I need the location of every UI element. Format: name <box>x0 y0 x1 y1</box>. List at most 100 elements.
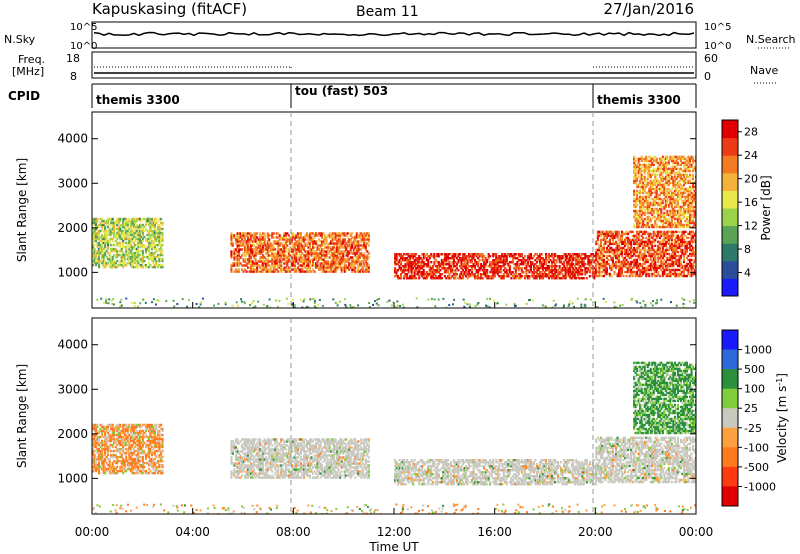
echo-cell <box>280 256 283 259</box>
echo-cell <box>336 234 339 237</box>
echo-cell <box>93 219 96 223</box>
echo-cell <box>684 219 687 223</box>
echo-cell <box>682 179 685 183</box>
echo-cell <box>483 265 486 268</box>
echo-cell <box>678 264 681 268</box>
echo-cell <box>327 244 330 247</box>
echo-cell <box>296 242 299 245</box>
echo-cell <box>406 259 409 262</box>
echo-cell <box>116 233 119 237</box>
echo-cell <box>146 233 149 237</box>
echo-cell <box>596 232 599 236</box>
echo-cell <box>657 264 660 268</box>
echo-cell <box>401 271 404 274</box>
echo-cell <box>132 251 135 255</box>
echo-cell <box>409 261 412 264</box>
echo-cell <box>685 175 688 179</box>
echo-cell <box>676 189 679 193</box>
echo-cell <box>646 175 649 179</box>
echo-cell <box>504 263 507 266</box>
echo-cell <box>578 267 581 270</box>
echo-cell <box>660 252 663 256</box>
echo-cell <box>543 259 546 262</box>
echo-cell <box>315 242 318 245</box>
echo-cell <box>599 266 602 270</box>
echo-cell <box>277 256 280 259</box>
echo-cell <box>421 271 424 274</box>
echo-cell <box>319 256 322 259</box>
echo-cell <box>608 230 611 234</box>
echo-cell <box>458 253 461 256</box>
echo-cell <box>92 247 95 251</box>
echo-cell <box>448 277 451 280</box>
echo-cell <box>287 266 290 269</box>
echo-cell <box>245 240 248 243</box>
echo-cell <box>101 239 104 243</box>
echo-cell <box>463 273 466 276</box>
echo-cell <box>663 191 666 195</box>
echo-cell <box>404 269 407 272</box>
echo-cell <box>661 219 664 223</box>
echo-cell <box>481 273 484 276</box>
echo-cell <box>128 231 131 235</box>
echo-cell <box>337 256 340 259</box>
echo-cell <box>403 267 406 270</box>
echo-cell <box>498 275 501 278</box>
echo-cell <box>132 243 135 247</box>
echo-cell <box>514 263 517 266</box>
echo-cell <box>132 253 135 257</box>
echo-cell <box>689 264 692 268</box>
echo-cell <box>649 217 652 221</box>
echo-cell <box>652 209 655 213</box>
echo-cell <box>419 263 422 266</box>
echo-cell <box>358 254 361 257</box>
echo-cell <box>271 262 274 265</box>
echo-cell <box>155 237 158 241</box>
echo-cell <box>661 246 664 250</box>
echo-cell <box>581 269 584 272</box>
echo-cell <box>578 253 581 256</box>
echo-cell <box>457 269 460 272</box>
echo-cell <box>633 262 636 266</box>
echo-cell <box>253 268 256 271</box>
echo-cell <box>427 261 430 264</box>
echo-cell <box>670 246 673 250</box>
echo-cell <box>648 234 651 238</box>
echo-cell <box>648 203 651 207</box>
echo-cell <box>504 259 507 262</box>
echo-cell <box>546 255 549 258</box>
echo-cell <box>676 272 679 276</box>
echo-cell <box>138 227 141 231</box>
echo-cell <box>305 264 308 267</box>
echo-cell <box>552 261 555 264</box>
echo-cell <box>587 267 590 270</box>
echo-cell <box>649 268 652 272</box>
echo-cell <box>639 262 642 266</box>
echo-cell <box>611 242 614 246</box>
echo-cell <box>523 259 526 262</box>
echo-cell <box>397 253 400 256</box>
echo-cell <box>548 261 551 264</box>
echo-cell <box>513 277 516 280</box>
echo-cell <box>622 264 625 268</box>
echo-cell <box>251 254 254 257</box>
echo-cell <box>412 253 415 256</box>
echo-cell <box>634 159 637 163</box>
echo-cell <box>551 271 554 274</box>
echo-cell <box>110 219 113 223</box>
echo-cell <box>440 259 443 262</box>
echo-cell <box>472 257 475 260</box>
echo-cell <box>648 225 651 229</box>
echo-cell <box>241 234 244 237</box>
echo-cell <box>640 179 643 183</box>
echo-cell <box>596 234 599 238</box>
echo-cell <box>689 161 692 165</box>
echo-cell <box>633 175 636 179</box>
echo-cell <box>290 238 293 241</box>
echo-cell <box>672 185 675 189</box>
echo-cell <box>643 163 646 167</box>
echo-cell <box>569 273 572 276</box>
echo-cell <box>234 250 237 253</box>
echo-cell <box>251 262 254 265</box>
echo-cell <box>404 263 407 266</box>
